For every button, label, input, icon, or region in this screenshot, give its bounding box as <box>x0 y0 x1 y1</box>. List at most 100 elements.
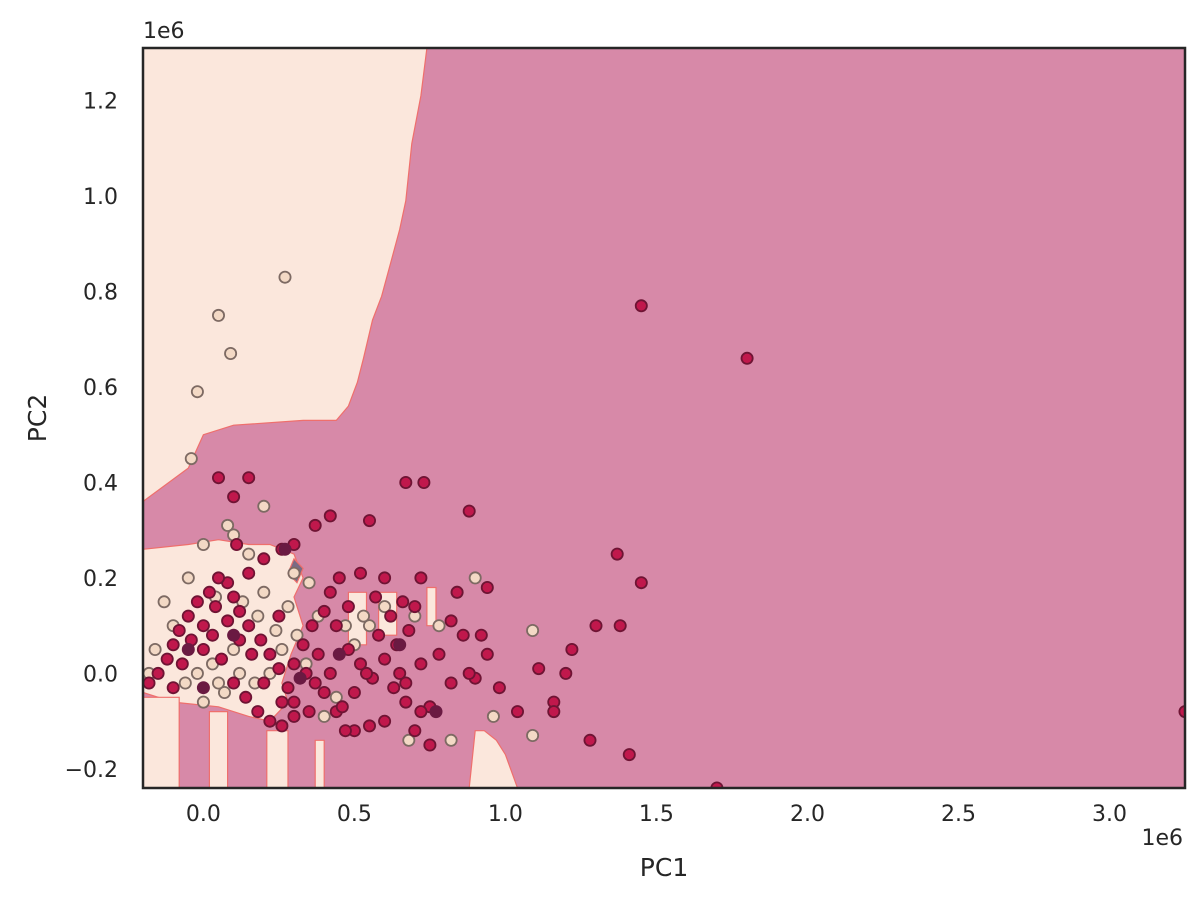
point-dark-purple <box>332 647 346 661</box>
point-crimson <box>510 705 524 719</box>
point-beige <box>378 600 392 614</box>
point-crimson <box>399 475 413 489</box>
point-crimson <box>402 624 416 638</box>
light-strip-5 <box>468 730 519 788</box>
x-tick-label: 2.5 <box>941 802 976 827</box>
point-crimson <box>408 724 422 738</box>
point-crimson <box>369 590 383 604</box>
point-crimson <box>287 695 301 709</box>
point-crimson <box>444 676 458 690</box>
point-crimson <box>317 686 331 700</box>
point-crimson <box>559 666 573 680</box>
point-crimson <box>257 676 271 690</box>
point-dark-purple <box>429 705 443 719</box>
point-crimson <box>359 666 373 680</box>
point-beige <box>317 709 331 723</box>
point-crimson <box>332 571 346 585</box>
point-crimson <box>565 643 579 657</box>
point-crimson <box>311 647 325 661</box>
point-crimson <box>287 709 301 723</box>
point-beige <box>217 686 231 700</box>
point-beige <box>356 609 370 623</box>
point-beige <box>257 585 271 599</box>
point-beige <box>278 270 292 284</box>
point-crimson <box>378 571 392 585</box>
point-crimson <box>414 571 428 585</box>
x-tick-label: 1.0 <box>488 802 523 827</box>
point-beige <box>178 676 192 690</box>
light-strip-4 <box>314 739 325 788</box>
point-beige <box>211 308 225 322</box>
point-crimson <box>414 657 428 671</box>
point-crimson <box>205 628 219 642</box>
point-crimson <box>305 619 319 633</box>
point-beige <box>211 676 225 690</box>
point-crimson <box>423 738 437 752</box>
point-crimson <box>387 681 401 695</box>
point-crimson <box>353 657 367 671</box>
point-beige <box>221 518 235 532</box>
point-crimson <box>362 514 376 528</box>
point-crimson <box>474 628 488 642</box>
point-crimson <box>317 604 331 618</box>
point-beige <box>190 666 204 680</box>
point-crimson <box>492 681 506 695</box>
point-beige <box>227 643 241 657</box>
point-crimson <box>740 351 754 365</box>
point-crimson <box>347 686 361 700</box>
point-beige <box>281 600 295 614</box>
point-crimson <box>227 590 241 604</box>
point-crimson <box>444 614 458 628</box>
point-beige <box>329 690 343 704</box>
light-strip-1 <box>143 696 180 788</box>
point-beige <box>302 576 316 590</box>
point-beige <box>290 628 304 642</box>
x-axis-ticks: 0.0 0.5 1.0 1.5 2.0 2.5 3.0 <box>186 802 1127 827</box>
point-crimson <box>211 571 225 585</box>
point-crimson <box>622 748 636 762</box>
point-crimson <box>202 585 216 599</box>
point-crimson <box>151 666 165 680</box>
point-crimson <box>456 628 470 642</box>
point-crimson <box>143 676 156 690</box>
point-crimson <box>190 595 204 609</box>
point-crimson <box>214 652 228 666</box>
point-crimson <box>384 609 398 623</box>
point-crimson <box>227 490 241 504</box>
point-beige <box>526 624 540 638</box>
point-dark-purple <box>227 628 241 642</box>
point-crimson <box>341 600 355 614</box>
point-crimson <box>353 566 367 580</box>
point-crimson <box>583 733 597 747</box>
point-beige <box>251 609 265 623</box>
point-crimson <box>175 657 189 671</box>
point-crimson <box>532 662 546 676</box>
point-crimson <box>399 676 413 690</box>
plot-frame <box>141 46 1187 790</box>
point-beige <box>486 709 500 723</box>
x-tick-label: 0.5 <box>337 802 372 827</box>
point-crimson <box>208 600 222 614</box>
x-tick-label: 2.0 <box>790 802 825 827</box>
point-crimson <box>634 299 648 313</box>
point-dark-purple <box>196 681 210 695</box>
point-crimson <box>251 705 265 719</box>
point-crimson <box>362 719 376 733</box>
point-dark-purple <box>293 671 307 685</box>
point-crimson <box>160 652 174 666</box>
point-crimson <box>257 552 271 566</box>
y-axis-label: PC2 <box>23 394 52 442</box>
point-dark-purple <box>393 638 407 652</box>
point-crimson <box>275 719 289 733</box>
point-beige <box>269 624 283 638</box>
point-crimson <box>254 633 268 647</box>
point-crimson <box>547 705 561 719</box>
point-crimson <box>335 700 349 714</box>
y-tick-label: 0.8 <box>83 281 118 306</box>
point-crimson <box>399 695 413 709</box>
light-strip-3 <box>266 730 289 788</box>
y-tick-label: 0.2 <box>83 567 118 592</box>
point-crimson <box>323 509 337 523</box>
point-crimson <box>408 600 422 614</box>
point-beige <box>181 571 195 585</box>
